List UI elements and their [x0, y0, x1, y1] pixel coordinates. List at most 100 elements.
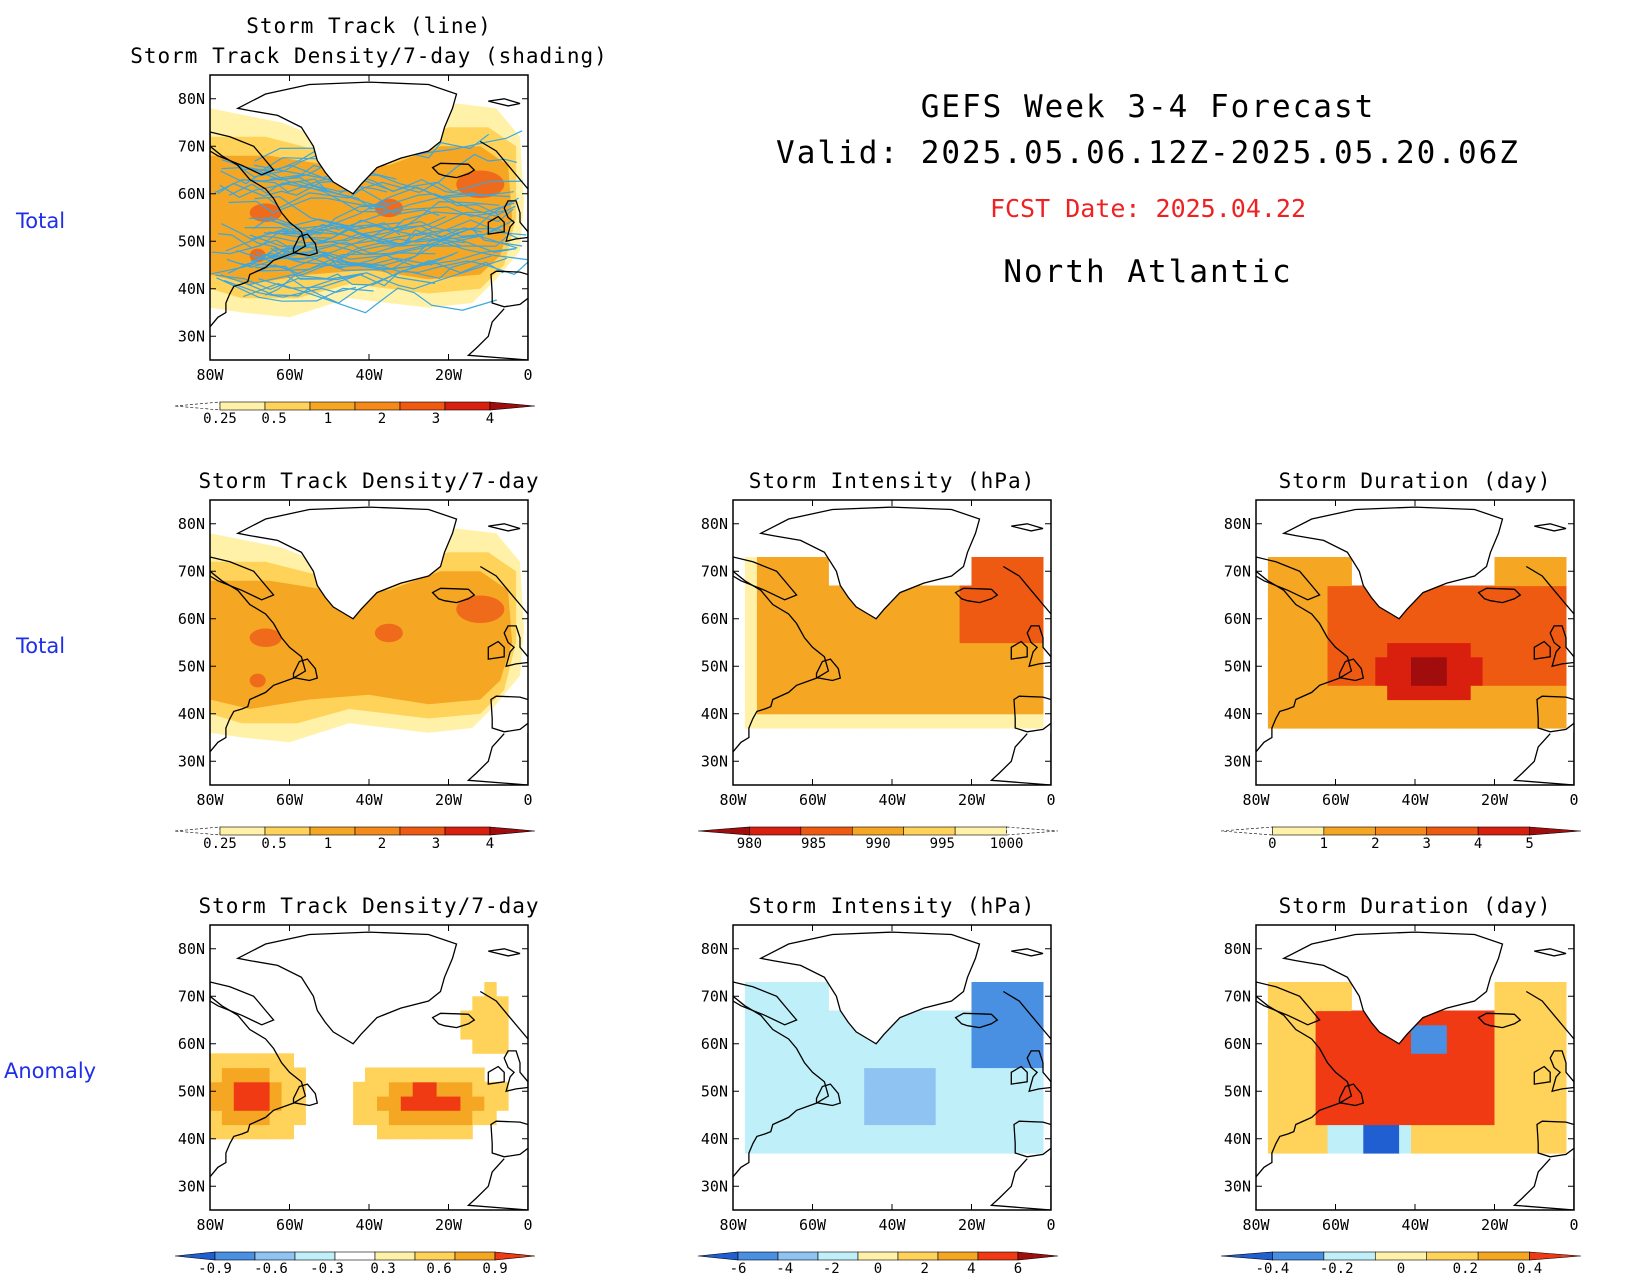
field-cell	[983, 1067, 996, 1083]
field-cell	[1267, 1053, 1281, 1069]
field-cell	[840, 1024, 853, 1040]
field-cell	[1518, 642, 1531, 658]
colorbar-swatch	[800, 826, 853, 836]
field-cell	[1542, 1081, 1555, 1097]
field-cell	[1279, 685, 1293, 701]
field-cell	[780, 1067, 794, 1083]
field-cell	[1267, 699, 1281, 715]
field-cell	[792, 1067, 805, 1083]
colorbar-swatch	[334, 1251, 376, 1261]
field-cell	[864, 642, 877, 658]
iberia-coast	[1536, 695, 1574, 733]
field-cell	[400, 1124, 414, 1140]
field-cell	[1363, 671, 1376, 686]
field-cell	[245, 1053, 259, 1069]
field-cell	[840, 713, 853, 729]
field-cell	[1303, 571, 1317, 587]
field-cell	[424, 1096, 437, 1111]
colorbar-label: 2	[378, 411, 386, 427]
field-cell	[1423, 1124, 1436, 1140]
field-cell	[1007, 614, 1020, 629]
field-cell	[1279, 571, 1293, 587]
field-cell	[756, 628, 770, 644]
field-cell	[900, 1053, 913, 1069]
field-cell	[1363, 1039, 1376, 1054]
field-cell	[911, 642, 925, 658]
field-cell	[816, 699, 829, 715]
field-cell	[269, 1067, 282, 1083]
field-cell	[1303, 1138, 1317, 1154]
field-cell	[1327, 628, 1340, 644]
field-cell	[1267, 685, 1281, 701]
field-cell	[448, 1067, 461, 1083]
field-cell	[840, 1096, 853, 1111]
field-cell	[1434, 1096, 1448, 1111]
field-cell	[424, 1110, 437, 1126]
storm-track-line	[258, 251, 459, 289]
field-cell	[1339, 1110, 1352, 1126]
field-cell	[1327, 1096, 1340, 1111]
field-cell	[1423, 685, 1436, 701]
colorbar-swatch	[1529, 1251, 1582, 1261]
field-cell	[1291, 982, 1305, 997]
field-cell	[1434, 1124, 1448, 1140]
field-cell	[971, 671, 984, 686]
field-cell	[1019, 1096, 1032, 1111]
field-cell	[1411, 1110, 1424, 1126]
colorbar-label: 990	[865, 836, 890, 852]
field-cell	[1019, 557, 1032, 572]
colorbar-swatch	[903, 826, 956, 836]
field-cell	[257, 1124, 271, 1140]
field-cell	[460, 1081, 473, 1097]
field-cell	[1423, 699, 1436, 715]
field-cell	[995, 671, 1008, 686]
field-cell	[1530, 1053, 1543, 1069]
field-cell	[1007, 1039, 1020, 1054]
field-cell	[1267, 1110, 1281, 1126]
field-cell	[1482, 628, 1495, 644]
panel-title: Storm Duration (day)	[1279, 469, 1552, 493]
field-cell	[1446, 1124, 1460, 1140]
field-cell	[377, 1124, 390, 1140]
field-cell	[768, 982, 782, 997]
field-cell	[1554, 642, 1567, 658]
colorbar-swatch	[737, 1251, 779, 1261]
field-cell	[1399, 1053, 1412, 1069]
field-cell	[864, 1124, 877, 1140]
field-cell	[1291, 628, 1305, 644]
field-cell	[1470, 1138, 1484, 1154]
field-cell	[828, 585, 841, 601]
field-cell	[1434, 614, 1448, 629]
field-cell	[1506, 671, 1519, 686]
field-cell	[935, 699, 949, 715]
field-cell	[1291, 614, 1305, 629]
field-cell	[1339, 1039, 1352, 1054]
field-cell	[1518, 685, 1531, 701]
field-cell	[1279, 1039, 1293, 1054]
storm-track-line	[253, 164, 515, 197]
field-cell	[400, 1067, 414, 1083]
field-cell	[888, 1110, 901, 1126]
field-cell	[959, 1096, 972, 1111]
field-cell	[1530, 557, 1543, 572]
field-cell	[900, 1081, 913, 1097]
field-cell	[1530, 656, 1543, 672]
field-cell	[911, 585, 925, 601]
field-cell	[1530, 1081, 1543, 1097]
field-cell	[888, 628, 901, 644]
field-cell	[780, 699, 794, 715]
field-cell	[1399, 1138, 1412, 1154]
field-cell	[1387, 699, 1400, 715]
field-cell	[1434, 599, 1448, 615]
field-cell	[1315, 642, 1328, 658]
iceland-coast	[431, 162, 476, 179]
field-cell	[947, 642, 960, 658]
field-cell	[828, 1110, 841, 1126]
lon-tick-label: 80W	[1242, 791, 1270, 809]
lat-tick-label: 40N	[178, 280, 205, 298]
field-cell	[983, 1124, 996, 1140]
svalbard-coast	[1534, 523, 1567, 532]
field-cell	[923, 642, 937, 658]
field-cell	[959, 713, 972, 729]
field-cell	[983, 1010, 996, 1026]
